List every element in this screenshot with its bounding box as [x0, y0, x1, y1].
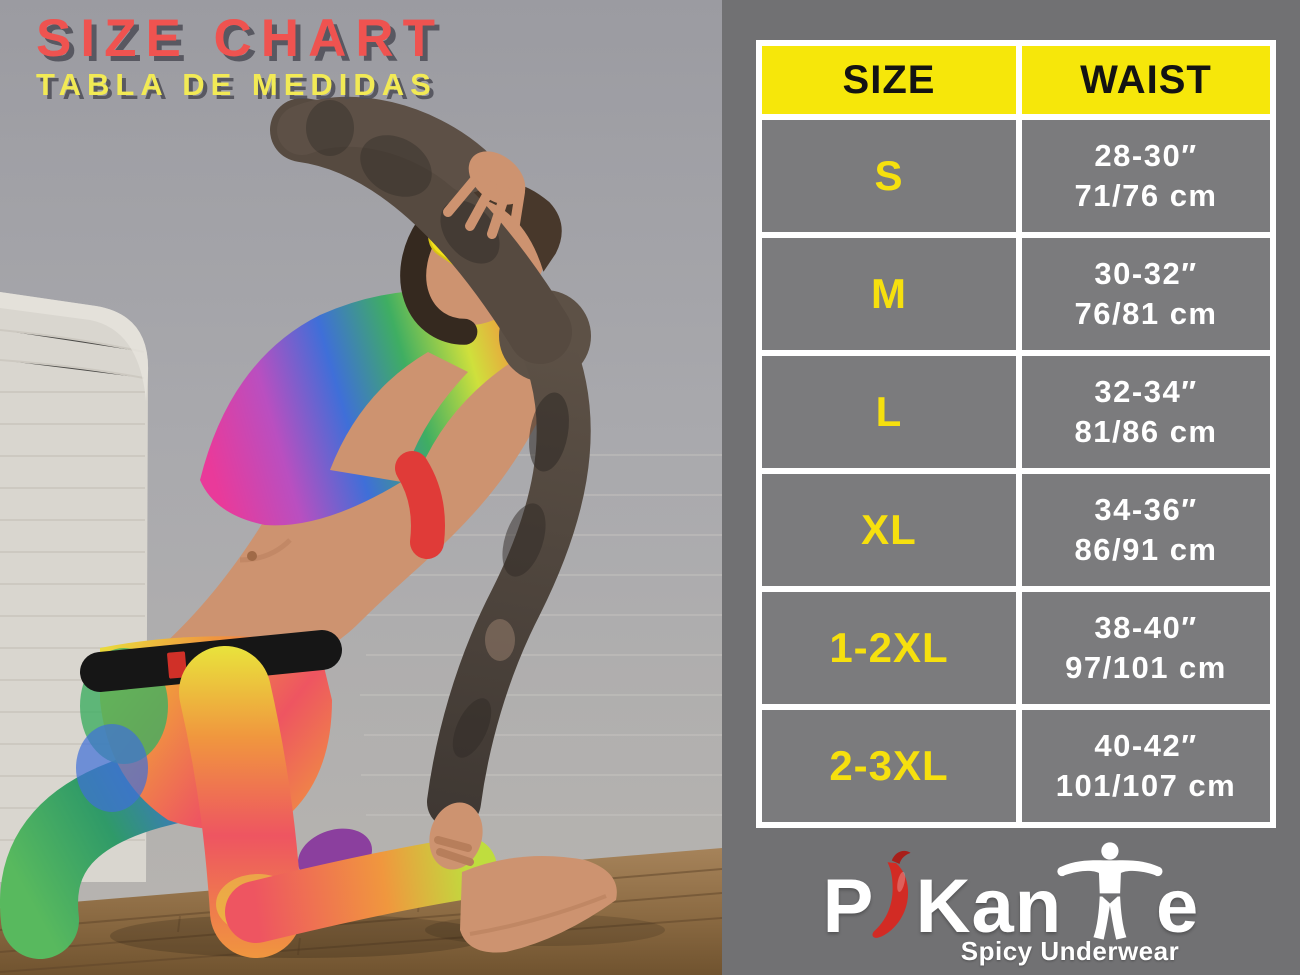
waist-inches: 38-40″: [1094, 610, 1198, 646]
waist-centimeters: 97/101 cm: [1065, 650, 1227, 685]
brand-letter-p: P: [822, 864, 875, 950]
waistband-tag: [167, 651, 187, 679]
brand-wordmark: P Kan e: [822, 836, 1200, 950]
tattoo-detail-arm: [306, 100, 500, 264]
waist-centimeters: 86/91 cm: [1074, 532, 1218, 567]
page-title: SIZE CHART: [36, 9, 444, 68]
arched-forearm-tattooed: [277, 96, 493, 193]
floor-shadow: [110, 914, 490, 958]
man-figure-icon: [1057, 842, 1163, 940]
headline: SIZE CHART TABLA DE MEDIDAS: [36, 12, 444, 100]
chili-pepper-icon: [872, 850, 911, 938]
model-photo: SIZE CHART TABLA DE MEDIDAS: [0, 0, 722, 975]
beard: [400, 214, 478, 345]
waist-centimeters: 101/107 cm: [1055, 768, 1237, 803]
brand-letter-kan: Kan: [915, 864, 1063, 950]
size-cell: 1-2XL: [762, 592, 1016, 704]
hair: [447, 180, 562, 272]
model-figure: [0, 96, 617, 959]
front-shin-leggings: [225, 837, 497, 943]
waist-inches: 40-42″: [1094, 728, 1198, 764]
size-column-header: SIZE: [762, 46, 1016, 114]
waist-cell: 32-34″ 81/86 cm: [1022, 356, 1270, 468]
waist-centimeters: 76/81 cm: [1074, 296, 1218, 331]
size-cell: 2-3XL: [762, 710, 1016, 822]
top-red-band: [395, 451, 445, 559]
hand-over-head: [468, 151, 526, 205]
tattoo-detail: [452, 392, 569, 758]
waist-centimeters: 71/76 cm: [1074, 178, 1218, 213]
size-cell: L: [762, 356, 1016, 468]
foot-shading: [469, 894, 607, 936]
waist-inches: 28-30″: [1094, 138, 1198, 174]
size-table: SIZE WAIST S 28-30″ 71/76 cm M 30-32″ 76…: [756, 40, 1276, 828]
waist-inches: 32-34″: [1094, 374, 1198, 410]
waist-cell: 30-32″ 76/81 cm: [1022, 238, 1270, 350]
brand-letter-e: e: [1156, 864, 1200, 950]
waist-cell: 40-42″ 101/107 cm: [1022, 710, 1270, 822]
waist-centimeters: 81/86 cm: [1074, 414, 1218, 449]
waist-inches: 30-32″: [1094, 256, 1198, 292]
size-cell: XL: [762, 474, 1016, 586]
brand-tagline: Spicy Underwear: [960, 936, 1180, 966]
leggings-blue-patch: [76, 724, 148, 812]
tattoo-face-motif: [485, 619, 515, 661]
size-cell: S: [762, 120, 1016, 232]
waist-inches: 34-36″: [1094, 492, 1198, 528]
fingers: [434, 836, 474, 866]
waist-cell: 34-36″ 86/91 cm: [1022, 474, 1270, 586]
model-photo-illustration: [0, 0, 722, 975]
page-subtitle: TABLA DE MEDIDAS: [36, 67, 437, 102]
waist-cell: 28-30″ 71/76 cm: [1022, 120, 1270, 232]
waist-cell: 38-40″ 97/101 cm: [1022, 592, 1270, 704]
fingers-over-forehead: [443, 171, 525, 239]
navel: [247, 551, 257, 561]
armhole-skin: [330, 352, 468, 482]
brand-logo: P Kan e Spicy Underwear: [722, 836, 1300, 967]
waist-column-header: WAIST: [1022, 46, 1270, 114]
size-cell: M: [762, 238, 1016, 350]
